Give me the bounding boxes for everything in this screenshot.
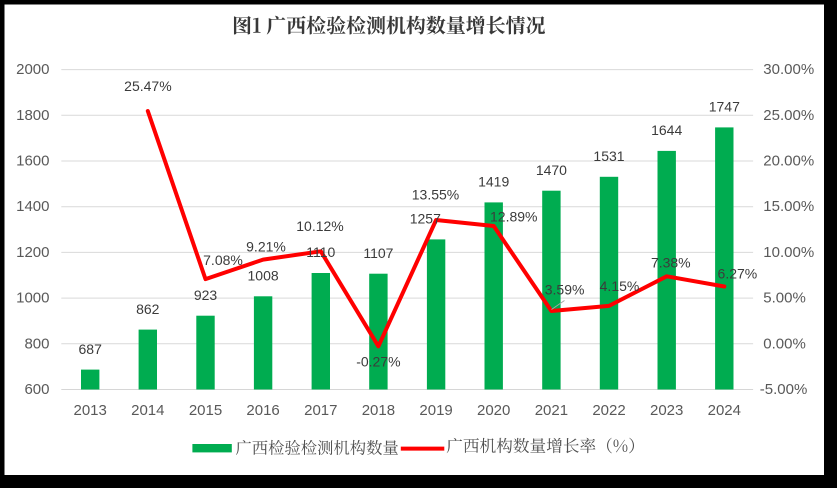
svg-text:2017: 2017 — [304, 402, 337, 419]
svg-text:-0.27%: -0.27% — [356, 354, 400, 370]
svg-text:1400: 1400 — [16, 198, 49, 215]
svg-text:2016: 2016 — [246, 402, 279, 419]
svg-text:2013: 2013 — [74, 402, 107, 419]
svg-text:12.89%: 12.89% — [490, 209, 537, 225]
svg-text:1107: 1107 — [363, 245, 393, 261]
svg-text:1419: 1419 — [478, 174, 509, 190]
svg-text:2019: 2019 — [419, 402, 452, 419]
svg-text:2022: 2022 — [592, 402, 625, 419]
svg-text:1531: 1531 — [593, 148, 624, 164]
svg-text:6.27%: 6.27% — [718, 266, 758, 282]
svg-text:800: 800 — [24, 335, 49, 352]
svg-text:1747: 1747 — [709, 99, 740, 115]
svg-text:2015: 2015 — [189, 402, 222, 419]
svg-text:-5.00%: -5.00% — [760, 381, 808, 398]
svg-text:600: 600 — [24, 381, 49, 398]
svg-text:1008: 1008 — [248, 268, 279, 284]
svg-text:25.47%: 25.47% — [124, 78, 171, 94]
svg-text:2024: 2024 — [708, 402, 741, 419]
svg-text:1800: 1800 — [16, 107, 49, 124]
svg-text:1000: 1000 — [16, 290, 49, 307]
svg-text:1257: 1257 — [410, 211, 441, 227]
svg-text:7.38%: 7.38% — [651, 254, 691, 270]
svg-text:1600: 1600 — [16, 153, 49, 170]
svg-text:862: 862 — [136, 301, 160, 317]
svg-text:1644: 1644 — [651, 122, 682, 138]
svg-text:1470: 1470 — [536, 162, 567, 178]
svg-text:1110: 1110 — [306, 244, 335, 260]
svg-text:2023: 2023 — [650, 402, 683, 419]
svg-text:2018: 2018 — [362, 402, 395, 419]
svg-text:0.00%: 0.00% — [763, 335, 806, 352]
svg-text:2014: 2014 — [131, 402, 164, 419]
svg-text:923: 923 — [194, 287, 218, 303]
svg-text:9.21%: 9.21% — [246, 239, 286, 255]
svg-text:15.00%: 15.00% — [763, 198, 814, 215]
svg-text:2000: 2000 — [16, 61, 49, 78]
svg-text:1200: 1200 — [16, 244, 49, 261]
svg-text:20.00%: 20.00% — [763, 153, 814, 170]
svg-text:13.55%: 13.55% — [412, 186, 459, 202]
svg-text:2021: 2021 — [535, 402, 568, 419]
svg-text:25.00%: 25.00% — [763, 107, 814, 124]
svg-text:7.08%: 7.08% — [203, 252, 243, 268]
svg-text:3.59%: 3.59% — [545, 281, 585, 297]
svg-text:30.00%: 30.00% — [763, 61, 814, 78]
svg-text:4.15%: 4.15% — [600, 278, 640, 294]
svg-text:2020: 2020 — [477, 402, 510, 419]
svg-text:687: 687 — [79, 341, 103, 357]
svg-text:10.12%: 10.12% — [296, 218, 343, 234]
svg-text:10.00%: 10.00% — [763, 244, 814, 261]
svg-text:5.00%: 5.00% — [763, 290, 806, 307]
